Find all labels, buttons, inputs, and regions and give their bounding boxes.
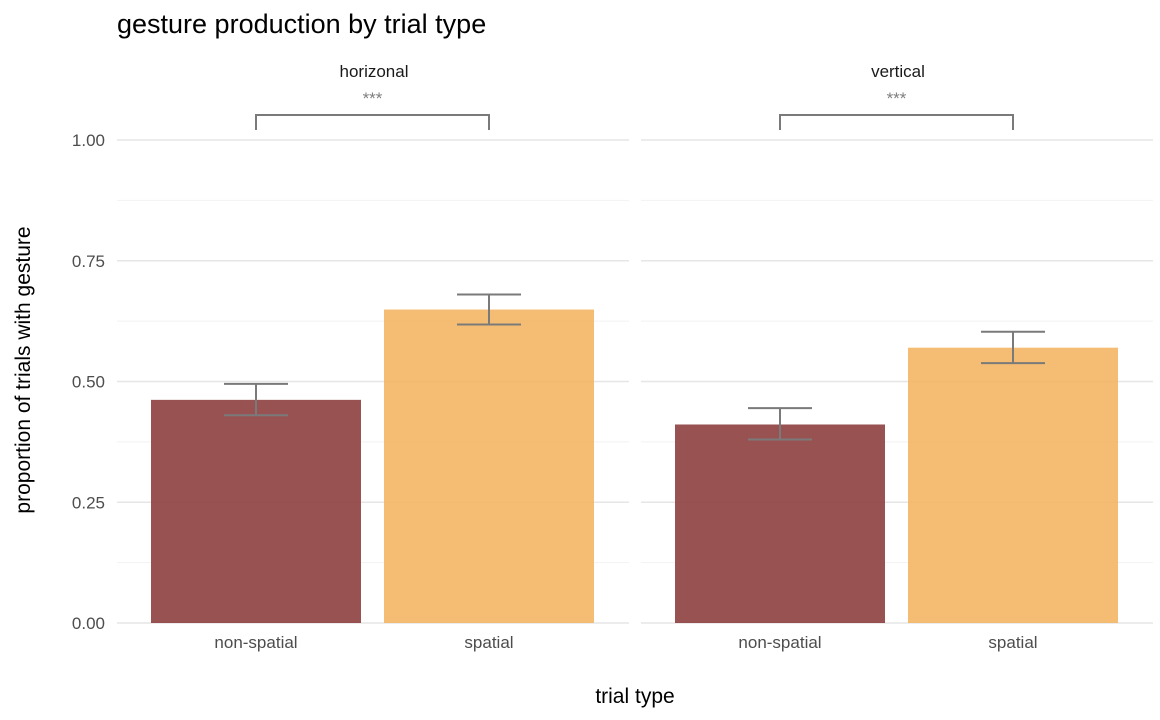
x-axis-title: trial type [595,685,674,708]
x-tick-label: non-spatial [214,633,297,652]
facet-strip-label: vertical [871,62,925,81]
x-tick-label: spatial [988,633,1037,652]
significance-bracket [779,114,1014,130]
bar-non-spatial [151,399,361,623]
y-tick-label: 0.25 [72,493,105,512]
facet-strip-label: horizonal [340,62,409,81]
bar-spatial [908,347,1118,623]
y-tick-label: 1.00 [72,131,105,150]
bar-spatial [384,309,594,623]
y-axis-title: proportion of trials with gesture [12,226,35,513]
y-tick-label: 0.75 [72,252,105,271]
plot-area: horizonal non-spatial spatial *** vertical no… [72,62,1153,652]
significance-label: *** [363,89,383,108]
bar-non-spatial [675,424,885,623]
y-tick-label: 0.50 [72,373,105,392]
significance-label: *** [887,89,907,108]
x-tick-label: spatial [464,633,513,652]
x-tick-label: non-spatial [738,633,821,652]
chart-title: gesture production by trial type [117,9,486,39]
y-tick-label: 0.00 [72,614,105,633]
significance-bracket [255,114,490,130]
